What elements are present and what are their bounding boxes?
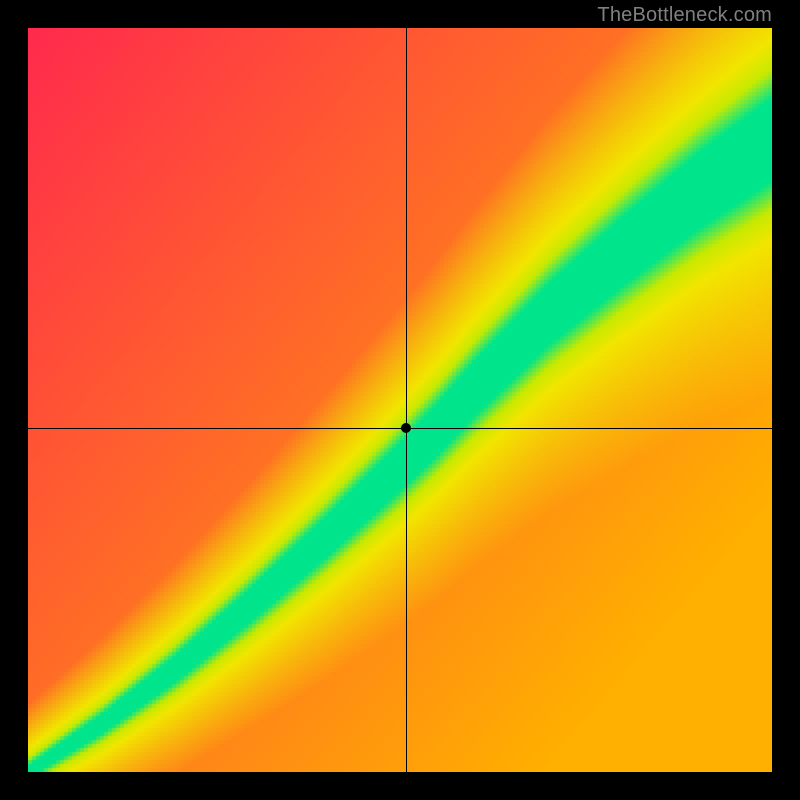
crosshair-marker [401,423,411,433]
watermark-text: TheBottleneck.com [597,4,772,27]
crosshair-vertical [406,28,407,772]
heatmap-canvas [28,28,772,772]
heatmap-plot [28,28,772,772]
